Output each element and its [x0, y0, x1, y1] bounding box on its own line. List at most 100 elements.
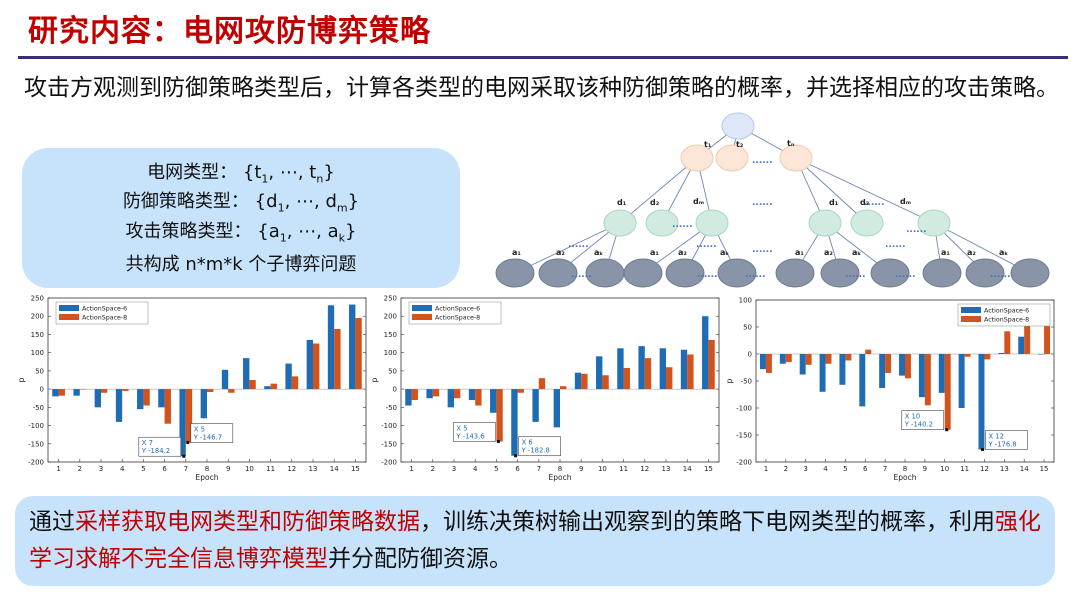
datatip-y: Y -143.6: [455, 432, 484, 440]
ellipsis-dots: ......: [696, 240, 717, 250]
bar: [666, 367, 673, 390]
title-divider: [18, 56, 1068, 59]
datatip-marker: [945, 428, 949, 432]
datatip-x: X 5: [194, 426, 205, 434]
bar: [596, 356, 603, 390]
ellipsis-dots: ......: [697, 270, 718, 280]
y-tick-label: -50: [386, 404, 397, 412]
bar: [73, 389, 80, 396]
bar: [938, 354, 945, 393]
x-tick-label: 8: [558, 465, 562, 473]
grid-type-node: [715, 144, 749, 172]
defense-label: d₁: [829, 198, 839, 207]
x-tick-label: 9: [226, 465, 230, 473]
attack-node: [922, 258, 962, 288]
datatip-x: X 6: [522, 439, 533, 447]
x-tick-label: 4: [473, 465, 478, 473]
defense-node: [808, 209, 842, 237]
defense-label: d₂: [650, 198, 660, 207]
attack-label: a₂: [824, 248, 833, 257]
bar: [799, 354, 806, 375]
bar: [490, 389, 497, 413]
bar: [644, 358, 652, 390]
x-tick-label: 13: [1000, 465, 1009, 473]
attack-label: aₖ: [852, 248, 861, 257]
y-tick-label: 250: [31, 295, 44, 303]
x-tick-label: 3: [99, 465, 103, 473]
tree-edge: [619, 157, 698, 224]
x-tick-label: 15: [351, 465, 360, 473]
datatip-x: X 12: [988, 432, 1003, 440]
y-tick-label: 100: [384, 349, 397, 357]
y-tick-label: -50: [33, 404, 44, 412]
game-tree-diagram: t₁ t₂ tₙ d₁ d₂ dₘ d₁ d₂ dₘ a₁ a₂ aₖ a₁ a₂ aₖ a₁ a₂ aₖ a₁ a₂…: [495, 112, 1050, 288]
root-node: [721, 112, 755, 140]
bar: [1038, 354, 1045, 355]
bar: [137, 389, 144, 410]
legend-swatch: [59, 305, 79, 311]
tree-edge: [514, 222, 621, 274]
datatip-box: [453, 422, 496, 442]
bar: [158, 389, 165, 408]
x-tick-label: 5: [141, 465, 145, 473]
y-tick-label: 50: [35, 367, 44, 375]
subgame-summary: 共构成 n*m*k 个子博弈问题: [125, 254, 357, 275]
bar: [115, 389, 123, 422]
bar: [581, 373, 588, 390]
legend-swatch: [412, 314, 432, 320]
bar: [517, 389, 524, 393]
y-tick-label: 50: [388, 367, 397, 375]
bar: [560, 386, 567, 390]
bar: [899, 354, 905, 376]
bar: [865, 349, 872, 354]
attack-node: [665, 258, 705, 288]
x-tick-label: 10: [598, 465, 607, 473]
bar: [249, 380, 256, 390]
x-tick-label: 11: [960, 465, 969, 473]
attack-node: [965, 258, 1005, 288]
x-tick-label: 7: [537, 465, 541, 473]
legend-entry: ActionSpace-8: [435, 315, 480, 322]
grid-type-set: {t1, ⋯, tn}: [242, 162, 335, 186]
datatip-marker: [182, 454, 186, 458]
datatip-y: Y -184.2: [141, 447, 170, 455]
types-box: 电网类型： {t1, ⋯, tn} 防御策略类型： {d1, ⋯, dm} 攻击…: [22, 148, 460, 288]
defense-node: [917, 209, 951, 237]
x-tick-label: 4: [120, 465, 125, 473]
bar: [291, 376, 299, 390]
x-tick-label: 1: [409, 465, 413, 473]
y-tick-label: 150: [384, 331, 397, 339]
x-tick-label: 9: [923, 465, 927, 473]
ellipsis-dots: ......: [906, 225, 927, 235]
datatip-y: Y -182.8: [521, 447, 550, 455]
x-tick-label: 5: [494, 465, 498, 473]
bar: [221, 369, 229, 390]
attack-label: aₖ: [594, 248, 603, 257]
ellipsis-dots: ......: [752, 198, 773, 208]
x-tick-label: 6: [863, 465, 868, 473]
bar: [944, 354, 951, 430]
attack-type-set: {a1, ⋯, ak}: [257, 221, 357, 245]
ellipsis-dots: ......: [864, 198, 885, 208]
x-tick-label: 4: [823, 465, 828, 473]
x-tick-label: 12: [640, 465, 649, 473]
bar: [411, 389, 418, 401]
ellipsis-dots: ......: [845, 270, 866, 280]
attack-node: [775, 258, 815, 288]
x-tick-label: 15: [704, 465, 713, 473]
bar: [680, 349, 688, 390]
x-tick-label: 2: [784, 465, 788, 473]
bar: [1024, 320, 1031, 354]
x-tick-label: 8: [205, 465, 209, 473]
bar: [264, 386, 271, 390]
datatip-y: Y -140.2: [904, 421, 933, 429]
x-tick-label: 11: [619, 465, 628, 473]
defense-node: [603, 209, 637, 237]
x-tick-label: 15: [1040, 465, 1049, 473]
ellipsis-dots: ......: [745, 270, 766, 280]
bar: [101, 389, 108, 393]
bar: [228, 389, 235, 393]
bar: [349, 304, 356, 390]
x-tick-label: 10: [940, 465, 949, 473]
highlight-sampling: 采样获取电网类型和防御策略数据: [75, 509, 420, 535]
